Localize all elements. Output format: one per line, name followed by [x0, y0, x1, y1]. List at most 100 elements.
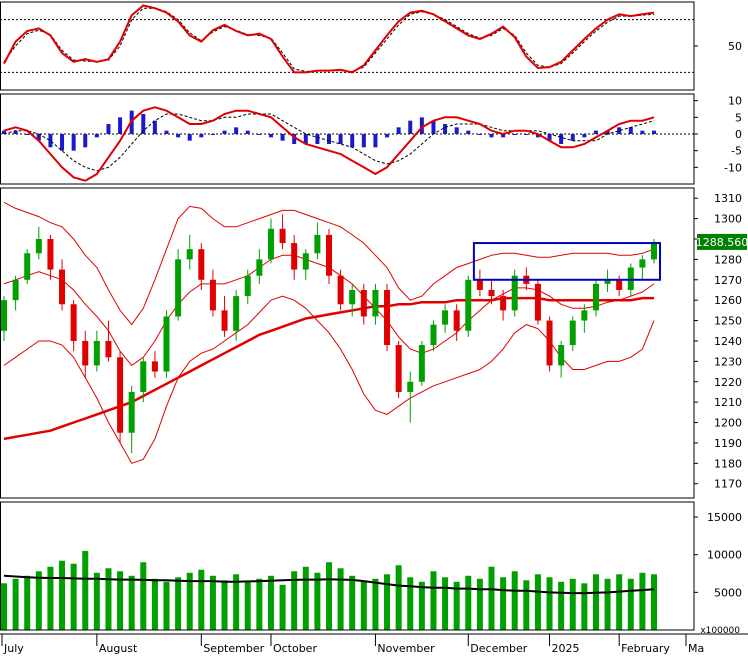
volume-bar: [418, 581, 425, 630]
macd-histogram-bar: [245, 130, 250, 134]
panel-border: [0, 501, 695, 631]
candle-body: [314, 234, 321, 254]
candle-body: [616, 279, 623, 290]
candle-body: [546, 320, 553, 366]
macd-histogram-bar: [164, 130, 169, 134]
macd-histogram-bar: [71, 134, 76, 151]
candle-body: [279, 228, 286, 244]
panel-border: [0, 187, 695, 499]
candle-body: [163, 316, 170, 372]
candle-body: [244, 275, 251, 297]
volume-bar: [175, 577, 182, 630]
candle-body: [82, 340, 89, 366]
macd-histogram-bar: [617, 127, 622, 134]
y-tick-label: 1270: [714, 274, 742, 287]
candle-body: [209, 279, 216, 311]
volume-bar: [326, 562, 332, 630]
candle-body: [256, 259, 263, 276]
volume-bar: [546, 577, 553, 630]
volume-bar: [476, 578, 483, 630]
candle-body: [372, 289, 379, 317]
volume-bar: [302, 566, 309, 630]
volume-bar: [592, 574, 599, 630]
volume-bar: [291, 571, 298, 630]
stochastic-d-line: [3, 7, 655, 73]
y-tick-label: 15000: [707, 511, 742, 524]
candle-body: [337, 275, 344, 305]
macd-panel: 10 5 0 -5 -10: [0, 95, 742, 182]
volume-bar: [82, 550, 89, 630]
y-tick-label: 1300: [714, 213, 742, 226]
y-tick-label: 5000: [714, 586, 742, 599]
x-tick-label: August: [99, 642, 138, 655]
macd-histogram-bar: [25, 134, 30, 135]
x-tick-label: September: [203, 642, 264, 655]
candle-body: [592, 283, 599, 311]
candle-body: [488, 289, 495, 297]
candle-body: [395, 345, 402, 392]
candle-body: [1, 300, 7, 331]
macd-histogram-bar: [48, 134, 53, 148]
y-tick-label: 1230: [714, 355, 742, 368]
candle-body: [604, 279, 611, 284]
macd-histogram-bar: [13, 130, 18, 134]
volume-bar: [244, 581, 251, 630]
candle-body: [511, 275, 518, 311]
candle-body: [117, 357, 124, 433]
macd-histogram-bar: [338, 134, 343, 144]
volume-bar: [140, 562, 147, 630]
volume-bar: [430, 571, 437, 630]
y-tick-label: 1200: [714, 417, 742, 430]
volume-bar: [488, 566, 495, 630]
macd-histogram-bar: [501, 134, 506, 138]
volume-bar: [337, 568, 344, 630]
macd-histogram-bar: [640, 130, 645, 134]
macd-histogram-bar: [512, 134, 517, 135]
volume-bar: [256, 578, 263, 630]
candle-body: [418, 345, 425, 382]
candle-body: [476, 279, 483, 290]
volume-bar: [163, 581, 170, 630]
candle-body: [291, 243, 298, 270]
panel-border: [0, 1, 695, 91]
macd-histogram-bar: [222, 130, 227, 134]
volume-bar: [395, 565, 402, 630]
volume-unit-label: x100000: [700, 626, 740, 636]
macd-histogram-bar: [176, 134, 181, 138]
macd-histogram-bar: [210, 134, 215, 135]
y-tick-label: 1280: [714, 253, 742, 266]
candle-body: [151, 361, 158, 372]
macd-histogram-bar: [431, 120, 436, 134]
volume-bar: [24, 575, 31, 630]
volume-bar: [267, 575, 274, 630]
macd-histogram-bar: [489, 134, 494, 138]
moving-average-line: [3, 296, 654, 441]
volume-bar: [151, 578, 158, 630]
candle-body: [569, 320, 576, 346]
candle-body: [128, 391, 135, 433]
volume-bar: [442, 577, 449, 630]
volume-bar: [523, 580, 530, 630]
candle-body: [384, 289, 391, 346]
volume-bar: [70, 563, 77, 630]
macd-histogram-bar: [292, 134, 297, 144]
volume-bar: [569, 578, 576, 630]
volume-bar: [616, 574, 623, 630]
macd-histogram-bar: [559, 134, 564, 144]
macd-histogram-bar: [199, 134, 204, 138]
macd-histogram-bar: [303, 134, 308, 144]
volume-bar: [349, 575, 356, 630]
candle-body: [233, 296, 240, 331]
y-tick-label: 0: [735, 128, 742, 141]
y-tick-label: 1240: [714, 335, 742, 348]
candle-body: [581, 310, 588, 321]
volume-bar: [47, 566, 54, 630]
candle-body: [175, 259, 182, 317]
macd-histogram-bar: [605, 130, 610, 134]
macd-histogram-bar: [373, 134, 378, 148]
macd-histogram-bar: [535, 134, 540, 138]
macd-histogram-bar: [315, 134, 320, 144]
macd-histogram-bar: [234, 127, 239, 134]
candle-body: [442, 310, 449, 325]
